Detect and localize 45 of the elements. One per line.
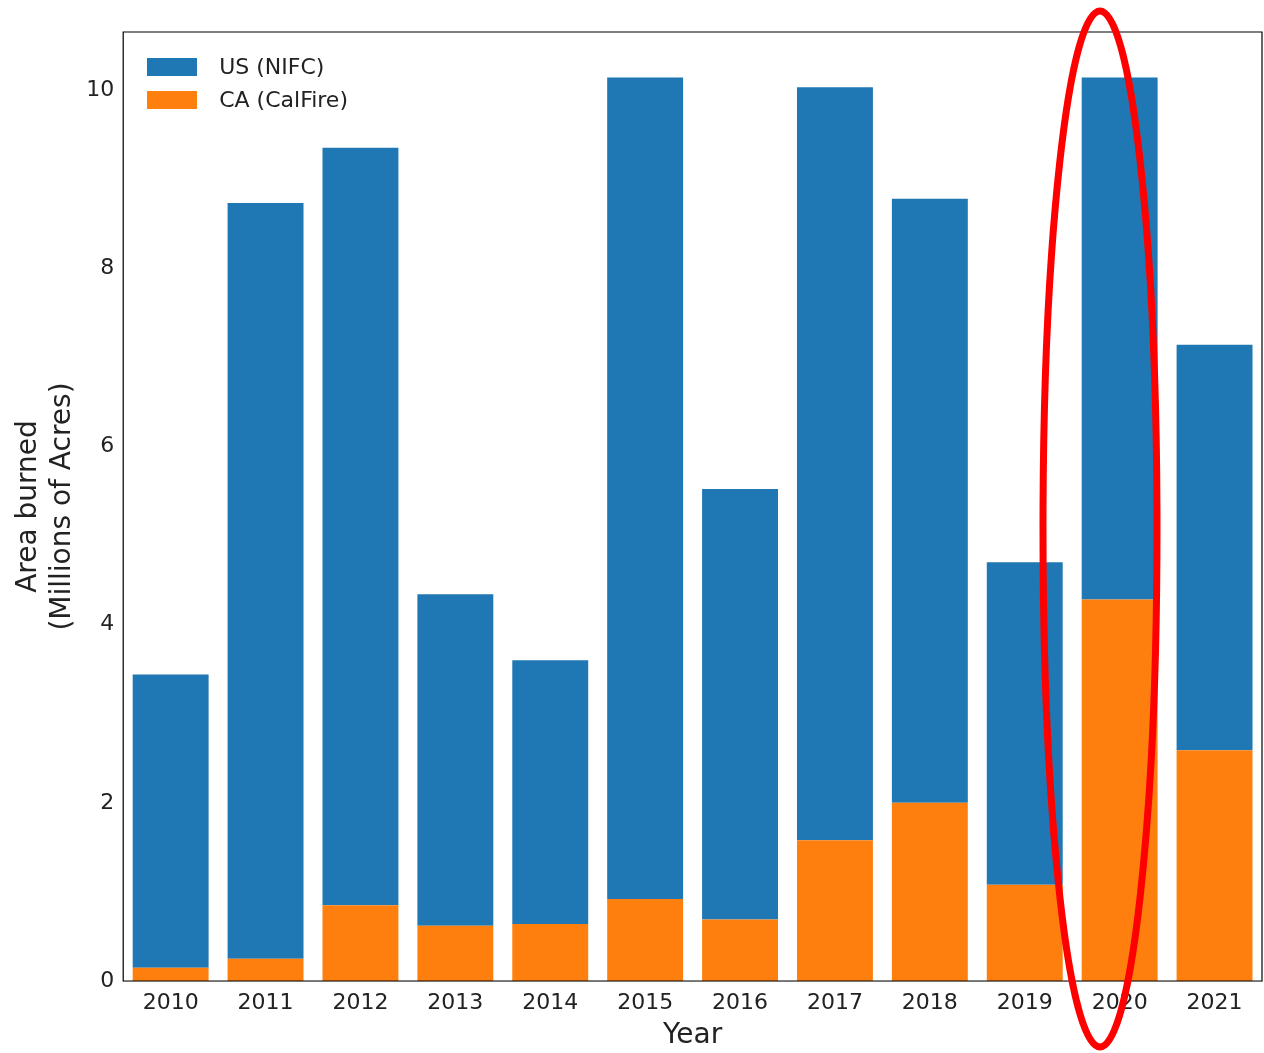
bar [227,203,304,959]
bar [322,905,399,981]
y-tick-label: 10 [86,75,115,101]
y-axis-title: Area burned (Millions of Acres) [10,382,77,631]
bar [891,198,968,803]
bar [512,660,589,924]
x-axis-title: Year [661,1017,723,1051]
bar [607,899,684,981]
x-tick-label: 2018 [901,988,958,1014]
x-tick-label: 2017 [806,988,863,1014]
bar [891,802,968,981]
bar [1176,344,1253,751]
bar [986,884,1063,981]
x-tick-label: 2012 [332,988,389,1014]
bar [796,840,873,981]
y-tick-label: 4 [100,610,115,636]
legend-label: US (NIFC) [219,54,325,79]
bar [512,923,589,981]
x-tick-label: 2010 [142,988,199,1014]
bar [702,919,779,981]
bar [322,147,399,906]
y-tick-label: 0 [100,966,115,992]
y-tick-label: 8 [100,253,115,279]
bar [1081,77,1158,600]
bar [132,674,209,968]
y-tick-label: 6 [100,432,115,458]
bar [1176,750,1253,981]
x-tick-label: 2015 [617,988,674,1014]
bar [417,925,494,981]
bar [1081,599,1158,981]
bar [702,489,779,920]
bar [227,958,304,981]
bar [796,87,873,841]
y-tick-label: 2 [100,788,115,814]
x-tick-label: 2021 [1186,988,1243,1014]
bar [132,967,209,981]
legend-label: CA (CalFire) [219,87,348,112]
x-tick-label: 2013 [427,988,484,1014]
x-tick-label: 2014 [522,988,579,1014]
x-tick-label: 2019 [996,988,1053,1014]
x-tick-label: 2011 [237,988,294,1014]
bar [417,594,494,926]
bar [986,562,1063,885]
x-tick-label: 2016 [712,988,769,1014]
bar [607,77,684,900]
